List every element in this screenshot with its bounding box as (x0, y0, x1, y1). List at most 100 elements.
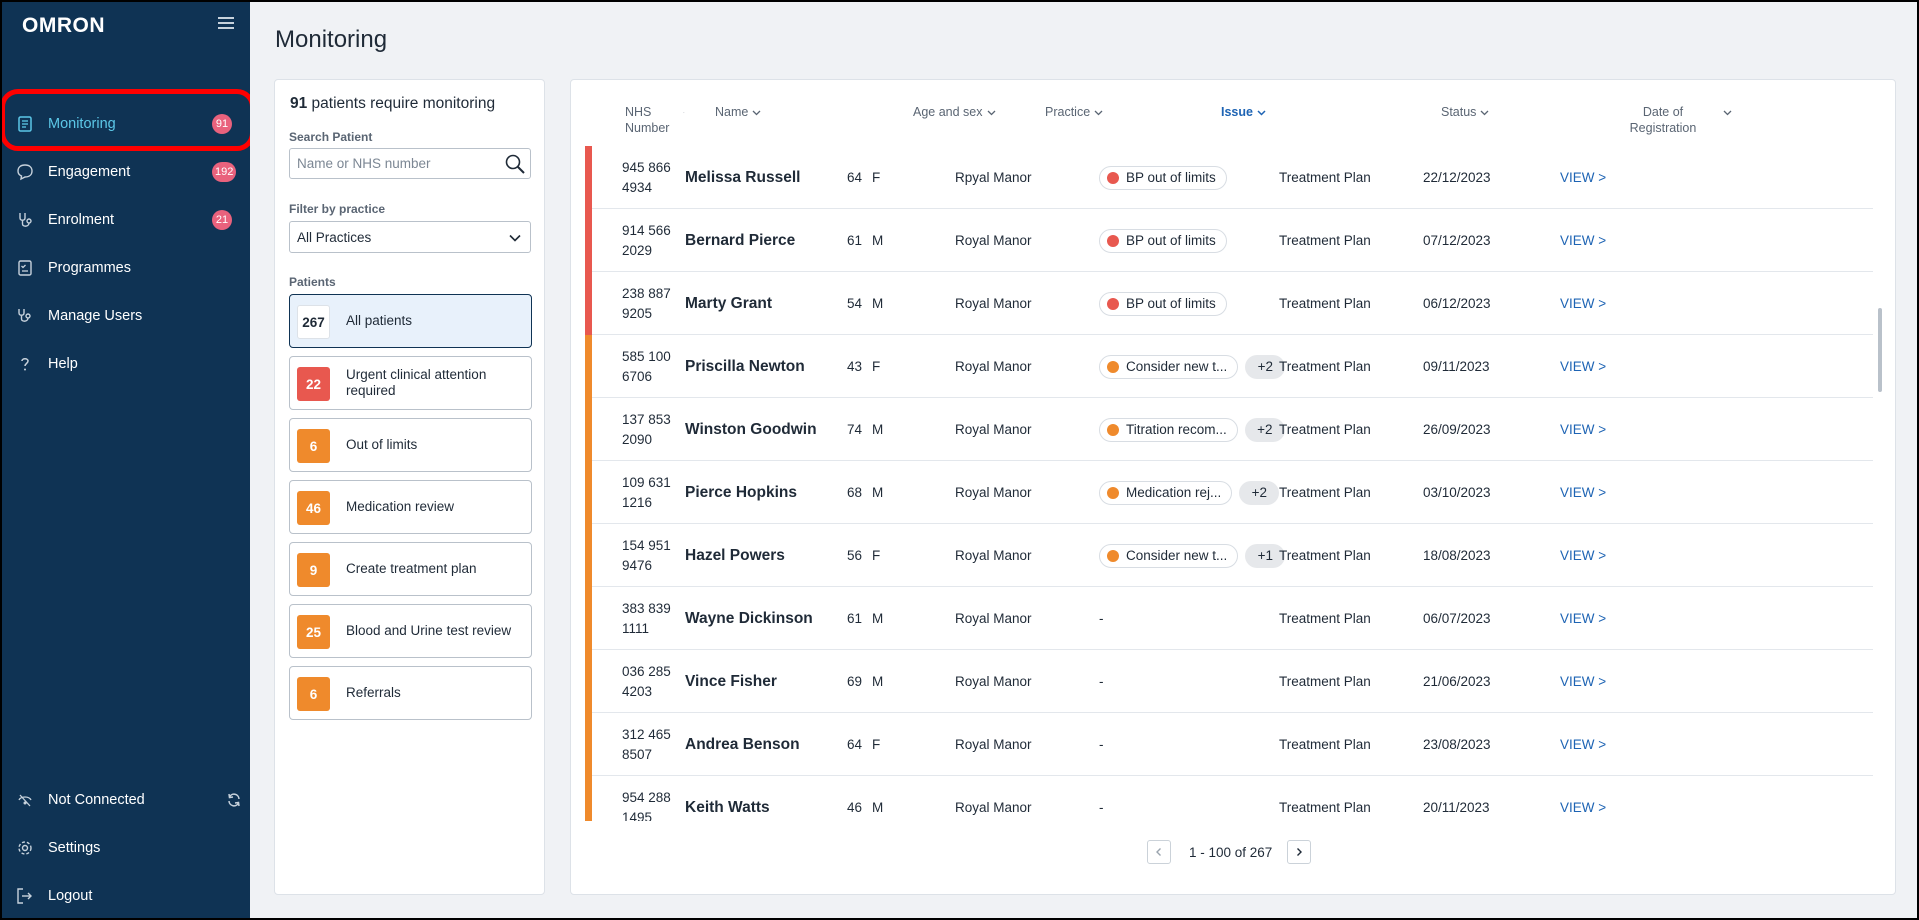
age-sex: 46 M (847, 776, 883, 821)
view-link[interactable]: VIEW > (1560, 674, 1607, 689)
patient-category-item[interactable]: 22 Urgent clinical attention required (289, 356, 532, 410)
column-header-name[interactable]: Name (715, 104, 761, 120)
table-row[interactable]: 954 288 1495 Keith Watts 46 M Royal Manor - Tre… (585, 776, 1873, 821)
patient-category-item[interactable]: 46 Medication review (289, 480, 532, 534)
patient-sex: M (872, 422, 884, 437)
view-link[interactable]: VIEW > (1560, 296, 1607, 311)
search-input[interactable] (290, 149, 490, 178)
view-link[interactable]: VIEW > (1560, 485, 1607, 500)
sidebar-item-monitoring[interactable]: Monitoring 91 (0, 100, 250, 148)
column-header-nhs-number[interactable]: NHS Number (625, 104, 685, 136)
view-link[interactable]: VIEW > (1560, 611, 1607, 626)
table-row[interactable]: 585 100 6706 Priscilla Newton 43 F Royal Mano… (585, 335, 1873, 398)
column-header-issue[interactable]: Issue (1221, 104, 1266, 120)
issue-pill[interactable]: BP out of limits (1099, 228, 1227, 253)
view-link[interactable]: VIEW > (1560, 737, 1607, 752)
sidebar-item-logout[interactable]: Logout (0, 872, 250, 920)
table-row[interactable]: 109 631 1216 Pierce Hopkins 68 M Royal Manor M… (585, 461, 1873, 524)
previous-page-button[interactable] (1147, 840, 1171, 864)
nhs-number-part: 2090 (622, 431, 653, 447)
table-row[interactable]: 154 951 9476 Hazel Powers 56 F Royal Manor Con… (585, 524, 1873, 587)
table-row[interactable]: 238 887 9205 Marty Grant 54 M Royal Manor BP o… (585, 272, 1873, 335)
hamburger-menu-icon[interactable] (218, 14, 234, 30)
nhs-number-part: 137 853 (622, 411, 671, 427)
issue-pill[interactable]: Titration recom... (1099, 417, 1238, 442)
table-row[interactable]: 312 465 8507 Andrea Benson 64 F Royal Manor - T… (585, 713, 1873, 776)
issue-pill[interactable]: Medication rej... (1099, 480, 1233, 505)
logout-icon (16, 887, 34, 905)
view-link[interactable]: VIEW > (1560, 359, 1607, 374)
age-sex: 61 M (847, 587, 883, 650)
issue-cell: - (1099, 776, 1104, 821)
chevron-down-icon (987, 110, 995, 116)
patient-age: 61 (847, 611, 863, 626)
priority-indicator (585, 776, 592, 821)
patient-category-item[interactable]: 9 Create treatment plan (289, 542, 532, 596)
issue-pill[interactable]: Consider new t... (1099, 543, 1239, 568)
column-header-practice[interactable]: Practice (1045, 104, 1103, 120)
practice-name: Royal Manor (955, 800, 1032, 815)
priority-indicator (585, 461, 592, 524)
next-page-button[interactable] (1287, 840, 1311, 864)
table-row[interactable]: 036 285 4203 Vince Fisher 69 M Royal Manor - Tr… (585, 650, 1873, 713)
column-header-date-registration[interactable]: Date of Registration (1611, 104, 1751, 136)
view-link[interactable]: VIEW > (1560, 170, 1607, 185)
view-link[interactable]: VIEW > (1560, 233, 1607, 248)
priority-indicator (585, 209, 592, 272)
priority-indicator (585, 146, 592, 209)
issue-pill[interactable]: Consider new t... (1099, 354, 1239, 379)
priority-indicator (585, 524, 592, 587)
patient-category-item[interactable]: 267 All patients (289, 294, 532, 348)
patient-category-item[interactable]: 6 Referrals (289, 666, 532, 720)
sidebar-item-label: Logout (48, 888, 93, 904)
table-row[interactable]: 914 566 2029 Bernard Pierce 61 M Royal Manor B… (585, 209, 1873, 272)
nhs-number: 945 866 4934 (622, 146, 692, 209)
patient-category-item[interactable]: 6 Out of limits (289, 418, 532, 472)
more-issues-badge[interactable]: +2 (1245, 354, 1286, 379)
view-link[interactable]: VIEW > (1560, 800, 1607, 815)
issue-pill[interactable]: BP out of limits (1099, 291, 1227, 316)
sidebar-item-programmes[interactable]: Programmes (0, 244, 250, 292)
search-icon[interactable] (504, 153, 526, 175)
more-issues-badge[interactable]: +2 (1244, 417, 1285, 442)
nhs-number: 154 951 9476 (622, 524, 692, 587)
patient-category-list: 267 All patients 22 Urgent clinical attenti… (289, 294, 532, 728)
monitoring-count-badge: 91 (212, 114, 232, 134)
table-row[interactable]: 945 866 4934 Melissa Russell 64 F Rpyal Manor… (585, 146, 1873, 209)
practice-name: Royal Manor (955, 548, 1032, 563)
sidebar-item-settings[interactable]: Settings (0, 824, 250, 872)
table-row[interactable]: 137 853 2090 Winston Goodwin 74 M Royal Manor… (585, 398, 1873, 461)
scrollbar-thumb[interactable] (1878, 308, 1882, 392)
column-header-age-sex[interactable]: Age and sex (913, 104, 996, 120)
patients-label: Patients (289, 275, 336, 289)
patient-category-item[interactable]: 25 Blood and Urine test review (289, 604, 532, 658)
practice-select-value: All Practices (297, 229, 372, 245)
category-count-badge: 267 (297, 305, 330, 339)
issue-status-dot (1107, 171, 1119, 184)
more-issues-badge[interactable]: +2 (1239, 480, 1280, 505)
status-text: Treatment Plan (1279, 359, 1371, 374)
registration-date: 09/11/2023 (1423, 359, 1490, 374)
column-header-status[interactable]: Status (1441, 104, 1489, 120)
sidebar-item-enrolment[interactable]: Enrolment 21 (0, 196, 250, 244)
table-scrollbar[interactable] (1876, 146, 1884, 821)
category-count-badge: 46 (297, 491, 330, 525)
monitoring-summary: 91 patients require monitoring (290, 95, 495, 113)
issue-label: Consider new t... (1126, 359, 1228, 374)
view-link[interactable]: VIEW > (1560, 422, 1607, 437)
table-row[interactable]: 383 839 1111 Wayne Dickinson 61 M Royal Manor… (585, 587, 1873, 650)
more-issues-badge[interactable]: +1 (1245, 543, 1286, 568)
nhs-number-part: 154 951 (622, 537, 671, 553)
sidebar-item-engagement[interactable]: Engagement 192 (0, 148, 250, 196)
practice-name: Royal Manor (955, 611, 1032, 626)
stethoscope-icon (16, 211, 34, 229)
practice-select[interactable]: All Practices (289, 221, 531, 253)
connection-status[interactable]: Not Connected (0, 776, 250, 824)
sync-icon[interactable] (226, 792, 242, 808)
view-link[interactable]: VIEW > (1560, 548, 1607, 563)
issue-label: Medication rej... (1126, 485, 1222, 500)
issue-label: BP out of limits (1126, 170, 1216, 185)
sidebar-item-help[interactable]: Help (0, 340, 250, 388)
issue-pill[interactable]: BP out of limits (1099, 165, 1227, 190)
sidebar-item-manage-users[interactable]: Manage Users (0, 292, 250, 340)
